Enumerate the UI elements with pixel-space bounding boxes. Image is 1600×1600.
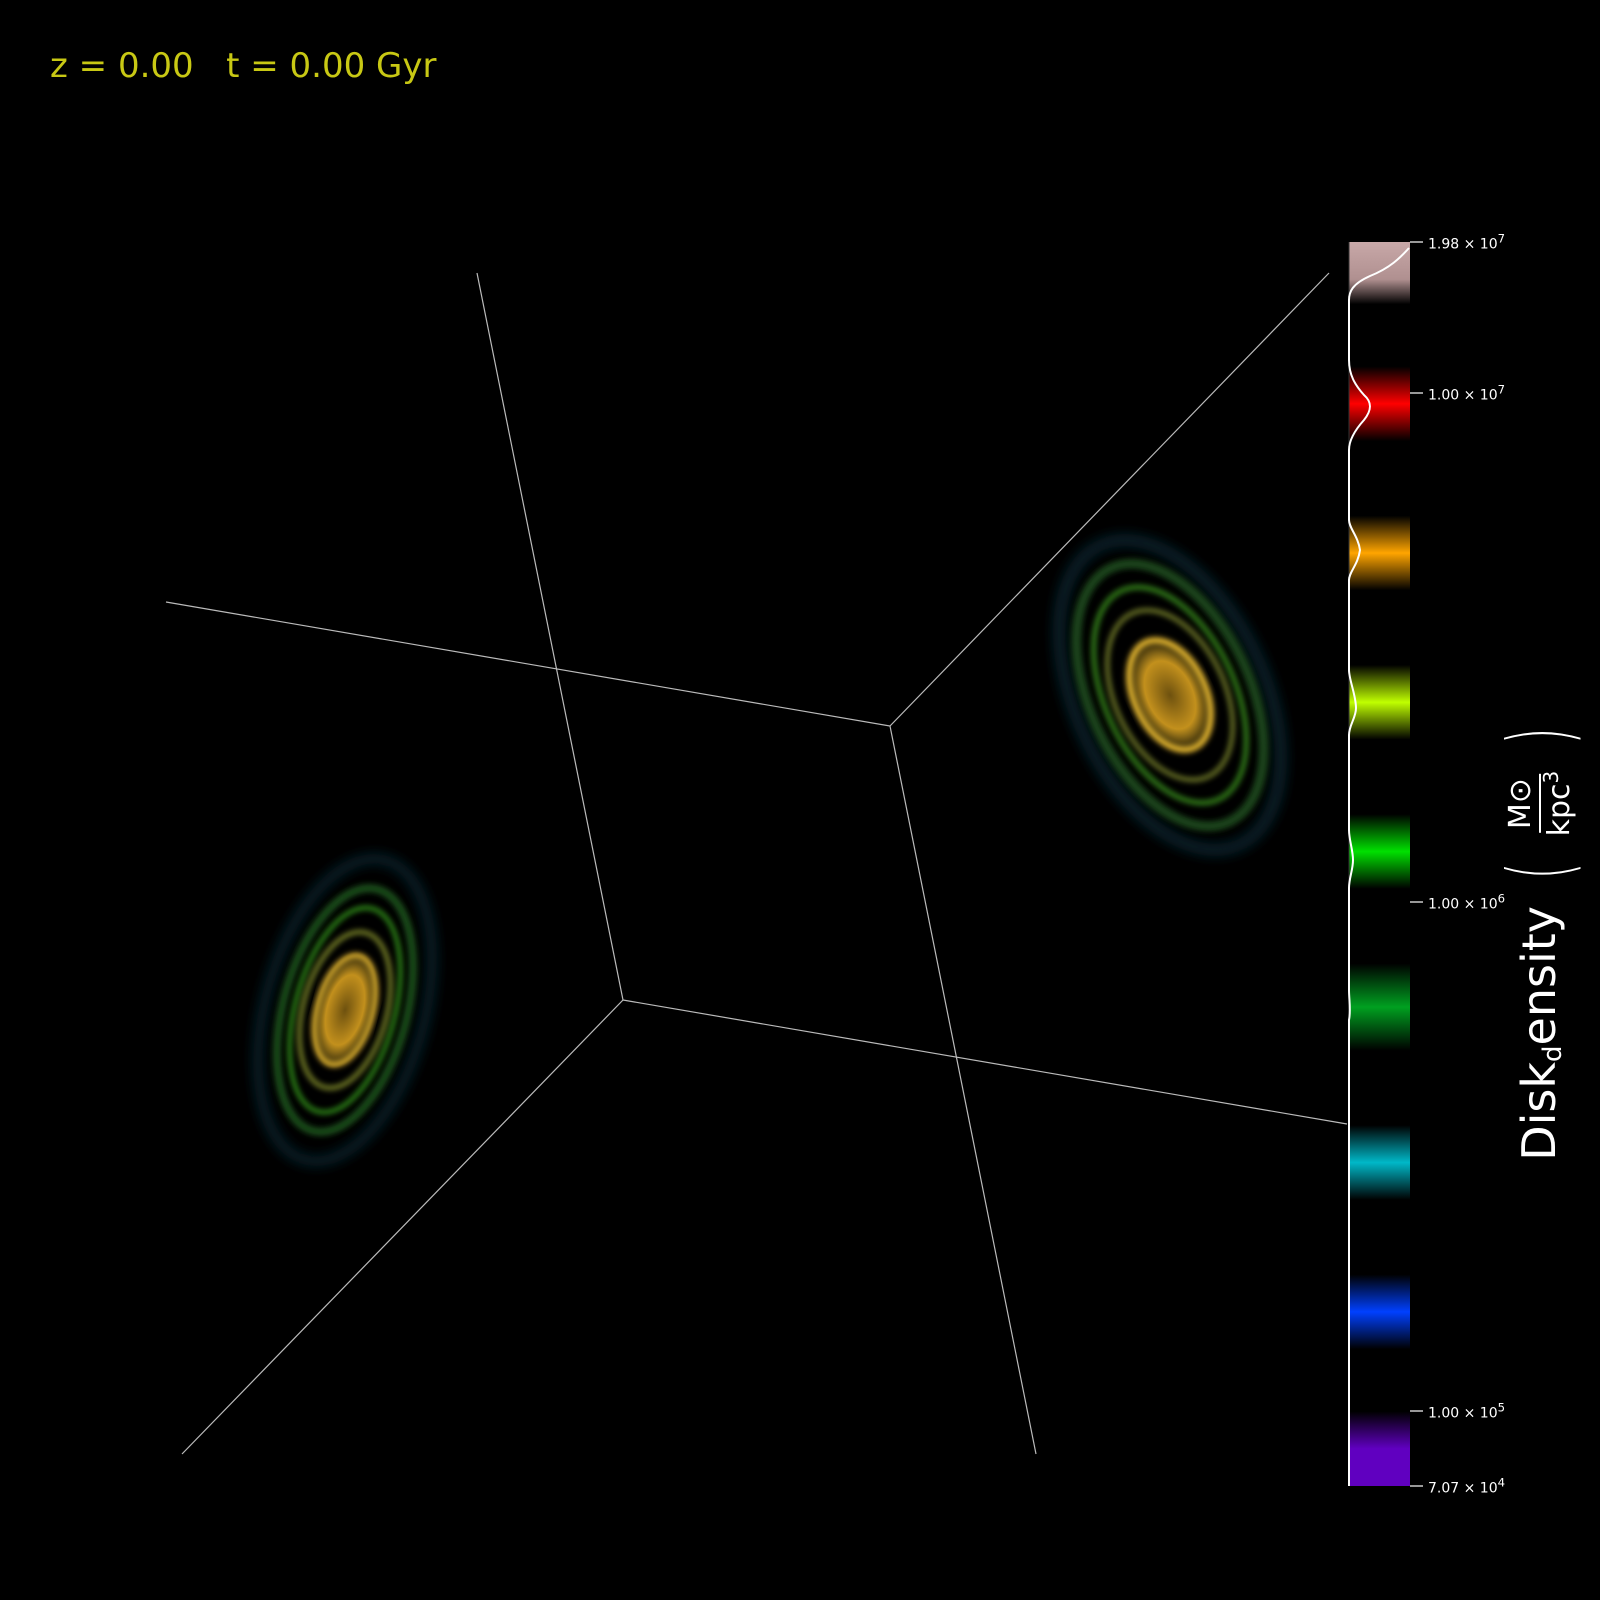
colorbar-tick-label: 1.00 × 106 <box>1428 891 1506 913</box>
box-edge <box>889 725 1037 1455</box>
box-edge <box>889 272 1330 727</box>
colorbar-tick-label: 1.00 × 107 <box>1428 382 1506 404</box>
transfer-function-curve <box>1348 247 1410 1486</box>
box-edge <box>165 601 891 727</box>
galaxy-left <box>252 853 438 1167</box>
colorbar-quantity: Diskdensity <box>1512 905 1568 1161</box>
galaxy-right <box>1053 534 1287 856</box>
colorbar-units: M⊙ kpc3 <box>1503 770 1577 837</box>
time-readout: z = 0.00 t = 0.00 Gyr <box>50 46 437 86</box>
colorbar-tick-label: 7.07 × 104 <box>1428 1475 1506 1497</box>
domain-box-edges <box>165 272 1348 1455</box>
box-edge <box>622 999 1348 1125</box>
colorbar-gradient <box>1349 242 1410 1486</box>
colorbar <box>1348 241 1423 1487</box>
colorbar-ticks <box>1410 241 1423 1487</box>
colorbar-tick-label: 1.98 × 107 <box>1428 231 1506 253</box>
redshift-label: z = 0.00 <box>50 46 194 86</box>
box-edge <box>476 272 624 1001</box>
colorbar-tick-label: 1.00 × 105 <box>1428 1400 1506 1422</box>
colorbar-title: Diskdensity ( M⊙ kpc3 ) <box>1490 727 1590 1161</box>
time-label: t = 0.00 Gyr <box>226 46 437 86</box>
box-edge <box>181 999 624 1455</box>
